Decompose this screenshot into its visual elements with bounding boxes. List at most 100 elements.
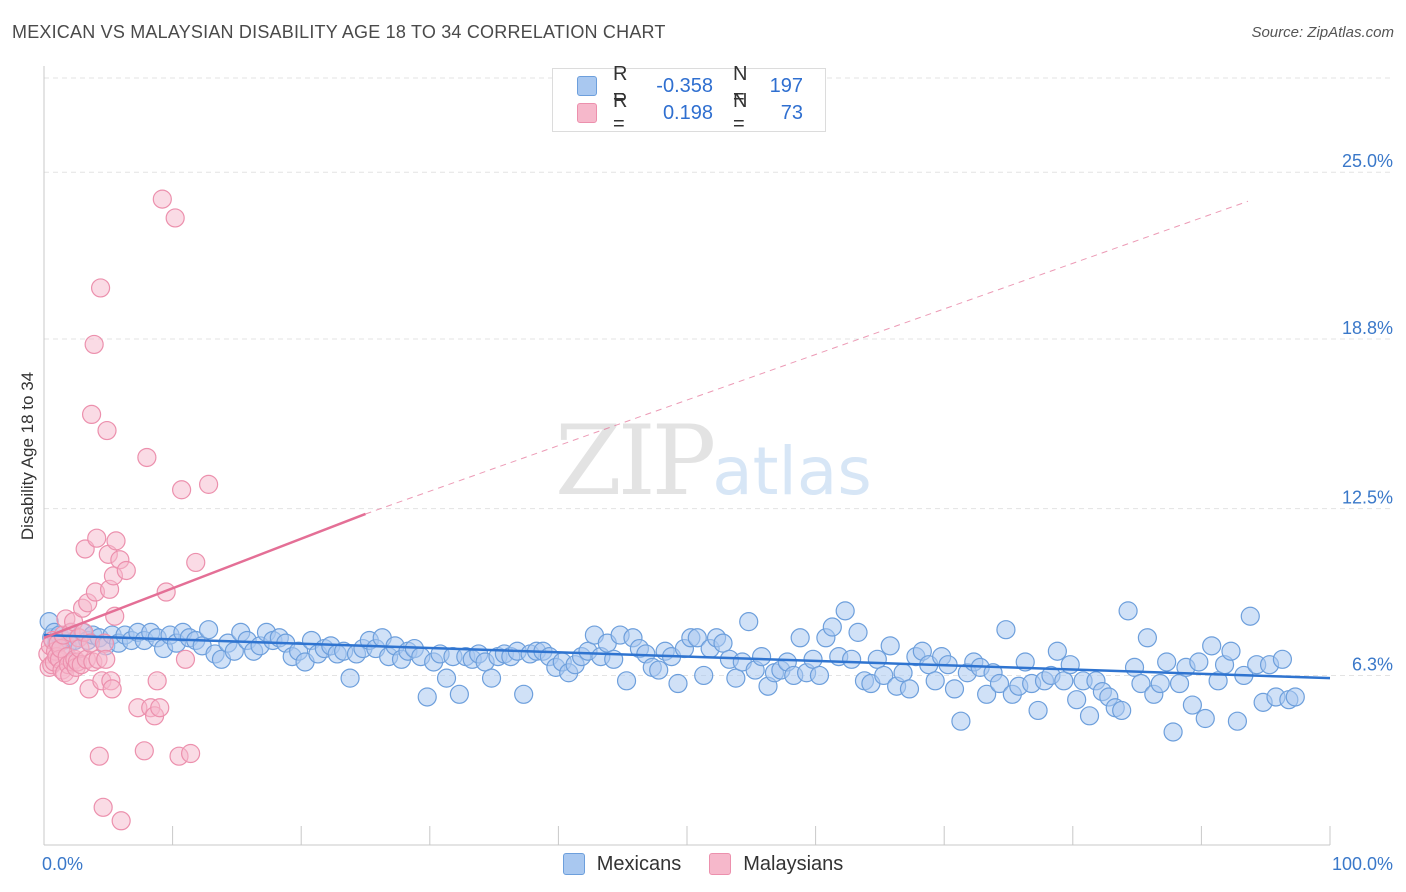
y-axis-label: Disability Age 18 to 34 <box>18 371 37 541</box>
point-malaysians <box>175 649 196 669</box>
y-tick-label: 12.5% <box>1342 488 1393 508</box>
point-mexicans <box>899 679 920 699</box>
point-mexicans <box>713 633 733 653</box>
point-malaysians <box>134 741 154 761</box>
point-malaysians <box>152 189 172 209</box>
point-malaysians <box>96 649 116 669</box>
y-tick-label: 6.3% <box>1352 654 1393 674</box>
point-mexicans <box>1067 690 1087 710</box>
point-mexicans <box>1240 606 1260 626</box>
legend-n-value: 73 <box>780 101 803 124</box>
point-mexicans <box>1182 695 1202 715</box>
point-mexicans <box>848 622 868 642</box>
stats-legend: R = -0.358 N = 197 R = 0.198 N = 73 <box>552 63 826 135</box>
point-mexicans <box>880 636 900 656</box>
point-malaysians <box>84 334 104 355</box>
legend-r-value: 0.198 <box>662 101 713 124</box>
point-mexicans <box>1112 700 1132 721</box>
legend-n-label: N = <box>733 63 748 108</box>
point-mexicans <box>842 649 862 669</box>
point-mexicans <box>1221 641 1241 661</box>
legend-item-malaysians[interactable]: Malaysians <box>709 853 843 876</box>
point-mexicans <box>340 668 360 688</box>
point-mexicans <box>1285 687 1305 707</box>
point-malaysians <box>111 811 131 831</box>
chart-title: MEXICAN VS MALAYSIAN DISABILITY AGE 18 T… <box>12 22 666 42</box>
trend-line-malaysians-extension <box>365 200 1249 515</box>
x-tick-label: 100.0% <box>1332 854 1393 874</box>
series-malaysians <box>38 189 219 831</box>
point-mexicans <box>668 673 688 694</box>
tick-labels: 6.3% 12.5% 18.8% 25.0% 0.0% 100.0% <box>42 151 1393 874</box>
source-label: Source: ZipAtlas.com <box>1251 24 1394 41</box>
point-mexicans <box>925 671 945 691</box>
point-malaysians <box>97 420 117 441</box>
legend-label-mexicans: Mexicans <box>596 852 682 875</box>
point-malaysians <box>102 679 122 699</box>
point-mexicans <box>1169 673 1190 694</box>
point-mexicans <box>951 711 971 731</box>
trend-lines <box>43 200 1331 680</box>
point-malaysians <box>186 552 206 573</box>
point-malaysians <box>93 797 113 817</box>
point-mexicans <box>996 620 1016 640</box>
y-tick-label: 25.0% <box>1342 151 1393 171</box>
axes <box>43 66 1331 846</box>
point-malaysians <box>87 528 107 548</box>
point-mexicans <box>1157 652 1177 672</box>
x-tick-label: 0.0% <box>42 854 83 874</box>
watermark: ZIPatlas <box>555 405 872 517</box>
trend-line-mexicans <box>43 633 1331 680</box>
point-mexicans <box>436 668 457 688</box>
legend-n-value: 197 <box>769 74 803 97</box>
point-malaysians <box>150 698 170 718</box>
trend-line-malaysians <box>43 512 366 639</box>
series-legend: Mexicans Malaysians <box>0 850 1406 878</box>
point-mexicans <box>835 601 855 621</box>
watermark-zip: ZIP <box>555 405 716 517</box>
point-mexicans <box>809 665 830 686</box>
point-mexicans <box>514 684 534 704</box>
watermark-atlas: atlas <box>712 433 872 510</box>
point-mexicans <box>1028 700 1048 721</box>
point-mexicans <box>449 684 469 704</box>
point-mexicans <box>694 665 714 686</box>
point-malaysians <box>89 746 109 766</box>
point-mexicans <box>1195 708 1215 729</box>
point-mexicans <box>1202 636 1222 656</box>
point-mexicans <box>1060 655 1080 675</box>
point-mexicans <box>739 612 759 632</box>
point-mexicans <box>867 649 887 669</box>
point-malaysians <box>116 560 136 581</box>
legend-r-label: R = <box>613 90 628 135</box>
legend-n-label: N = <box>733 90 748 135</box>
point-mexicans <box>822 617 842 637</box>
point-mexicans <box>1150 673 1170 694</box>
legend-swatch-malaysians <box>577 103 597 123</box>
legend-item-mexicans[interactable]: Mexicans <box>562 852 682 876</box>
legend-swatch-malaysians <box>709 853 732 875</box>
point-mexicans <box>687 628 707 648</box>
point-mexicans <box>751 647 772 667</box>
point-malaysians <box>147 671 167 691</box>
point-mexicans <box>944 679 965 699</box>
point-mexicans <box>874 665 894 686</box>
point-mexicans <box>1124 657 1145 677</box>
point-mexicans <box>1163 722 1183 742</box>
point-mexicans <box>616 671 637 691</box>
point-mexicans <box>1054 671 1074 691</box>
point-mexicans <box>1227 711 1248 731</box>
y-tick-label: 18.8% <box>1342 318 1393 338</box>
point-mexicans <box>726 668 746 688</box>
legend-row-malaysians: R = 0.198 N = 73 <box>577 90 803 135</box>
legend-swatch-mexicans <box>562 853 585 875</box>
point-malaysians <box>165 208 185 228</box>
point-mexicans <box>1189 652 1209 672</box>
legend-swatch-mexicans <box>577 76 597 96</box>
point-malaysians <box>172 480 192 500</box>
point-malaysians <box>137 447 157 468</box>
point-mexicans <box>989 673 1010 694</box>
point-mexicans <box>1137 628 1157 648</box>
point-mexicans <box>790 628 810 648</box>
